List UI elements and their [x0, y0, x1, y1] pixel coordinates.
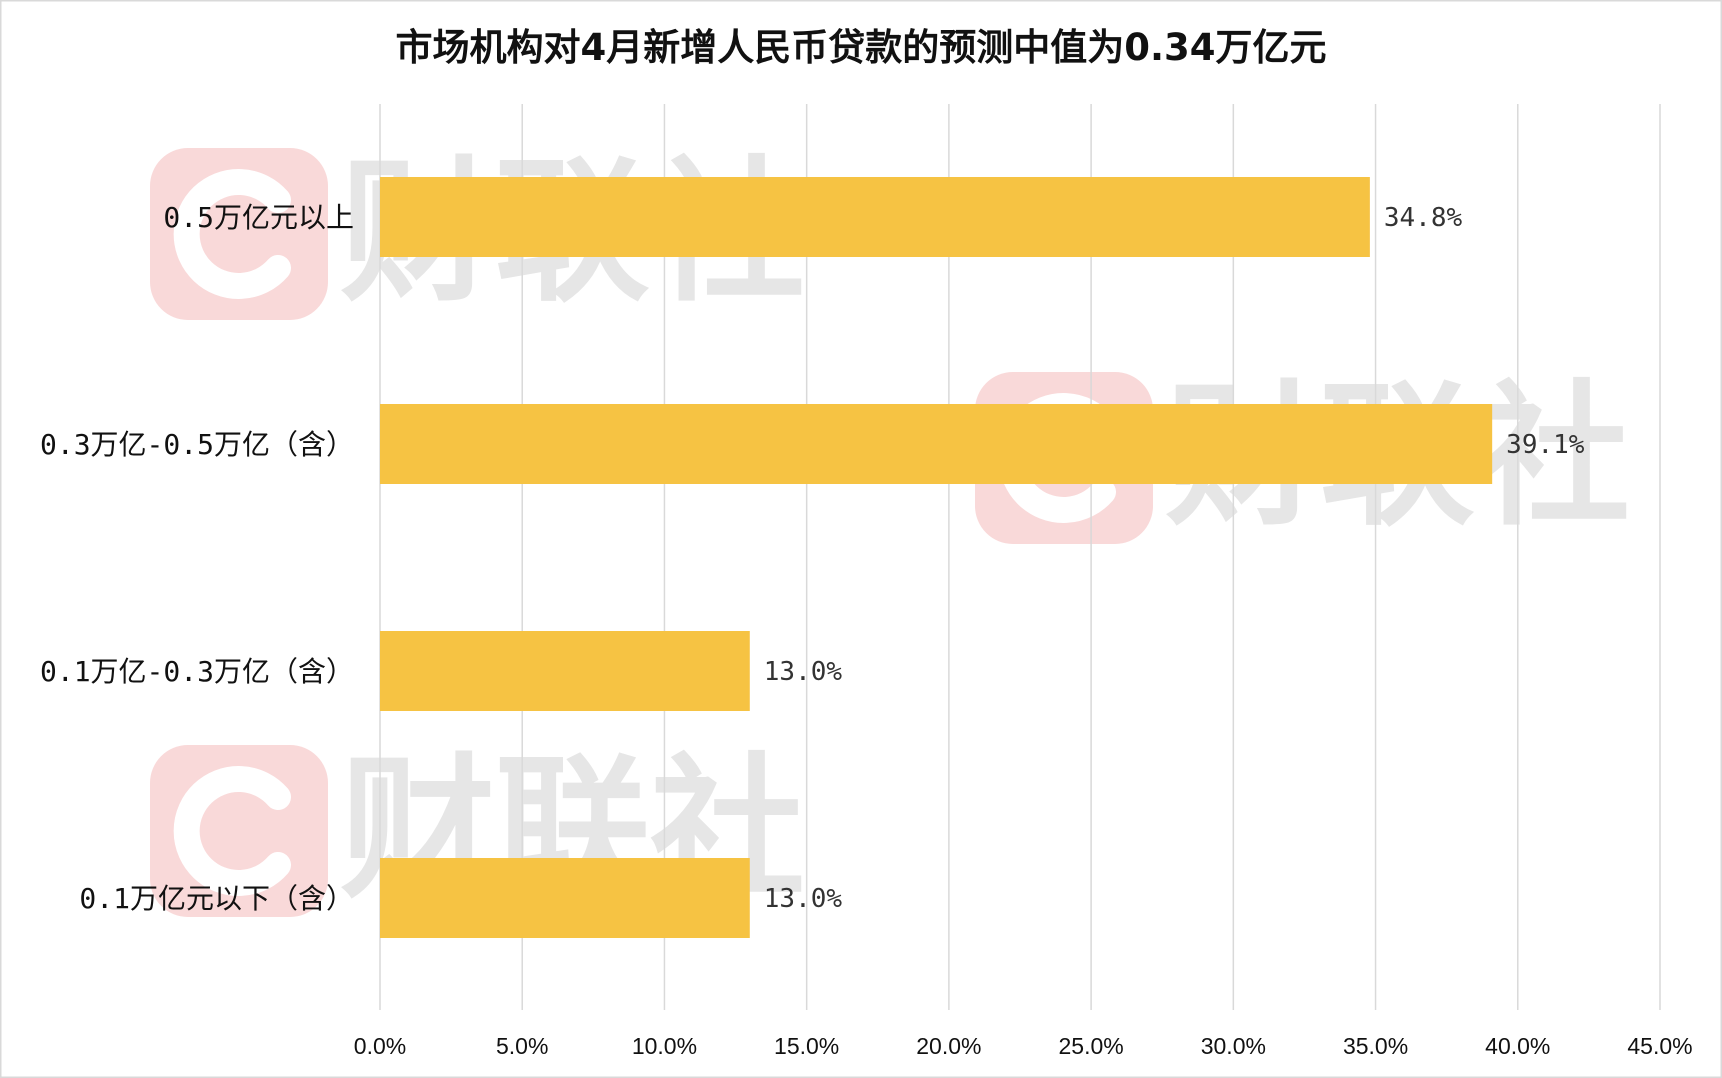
data-label: 13.0%: [764, 657, 843, 687]
watermark-c-shape: [173, 169, 291, 299]
category-labels: 0.5万亿元以上 0.3万亿-0.5万亿（含） 0.1万亿-0.3万亿（含） 0.1万…: [40, 201, 354, 915]
x-tick-label: 10.0%: [632, 1033, 697, 1059]
x-tick-label: 15.0%: [774, 1033, 839, 1059]
x-tick-label: 25.0%: [1059, 1033, 1124, 1059]
category-label: 0.3万亿-0.5万亿（含）: [40, 428, 354, 461]
bars: [380, 177, 1493, 938]
category-label: 0.1万亿元以下（含）: [79, 882, 354, 915]
watermark-c-shape: [173, 766, 291, 896]
value-labels: 34.8% 39.1% 13.0% 13.0%: [764, 203, 1585, 914]
bar: [380, 858, 750, 938]
x-tick-label: 20.0%: [916, 1033, 981, 1059]
x-axis-tick-labels: 0.0% 5.0% 10.0% 15.0% 20.0% 25.0% 30.0% 35.0% 40…: [354, 1033, 1693, 1059]
data-label: 13.0%: [764, 884, 843, 914]
bar: [380, 631, 750, 711]
x-tick-label: 30.0%: [1201, 1033, 1266, 1059]
bar: [380, 404, 1493, 484]
data-label: 39.1%: [1506, 430, 1585, 460]
chart-title: 市场机构对4月新增人民币贷款的预测中值为0.34万亿元: [395, 26, 1326, 69]
category-label: 0.1万亿-0.3万亿（含）: [40, 655, 354, 688]
data-label: 34.8%: [1384, 203, 1463, 233]
x-tick-label: 45.0%: [1627, 1033, 1692, 1059]
x-tick-label: 35.0%: [1343, 1033, 1408, 1059]
x-tick-label: 5.0%: [496, 1033, 548, 1059]
x-tick-label: 40.0%: [1485, 1033, 1550, 1059]
x-tick-label: 0.0%: [354, 1033, 406, 1059]
bar: [380, 177, 1370, 257]
category-label: 0.5万亿元以上: [163, 201, 354, 234]
